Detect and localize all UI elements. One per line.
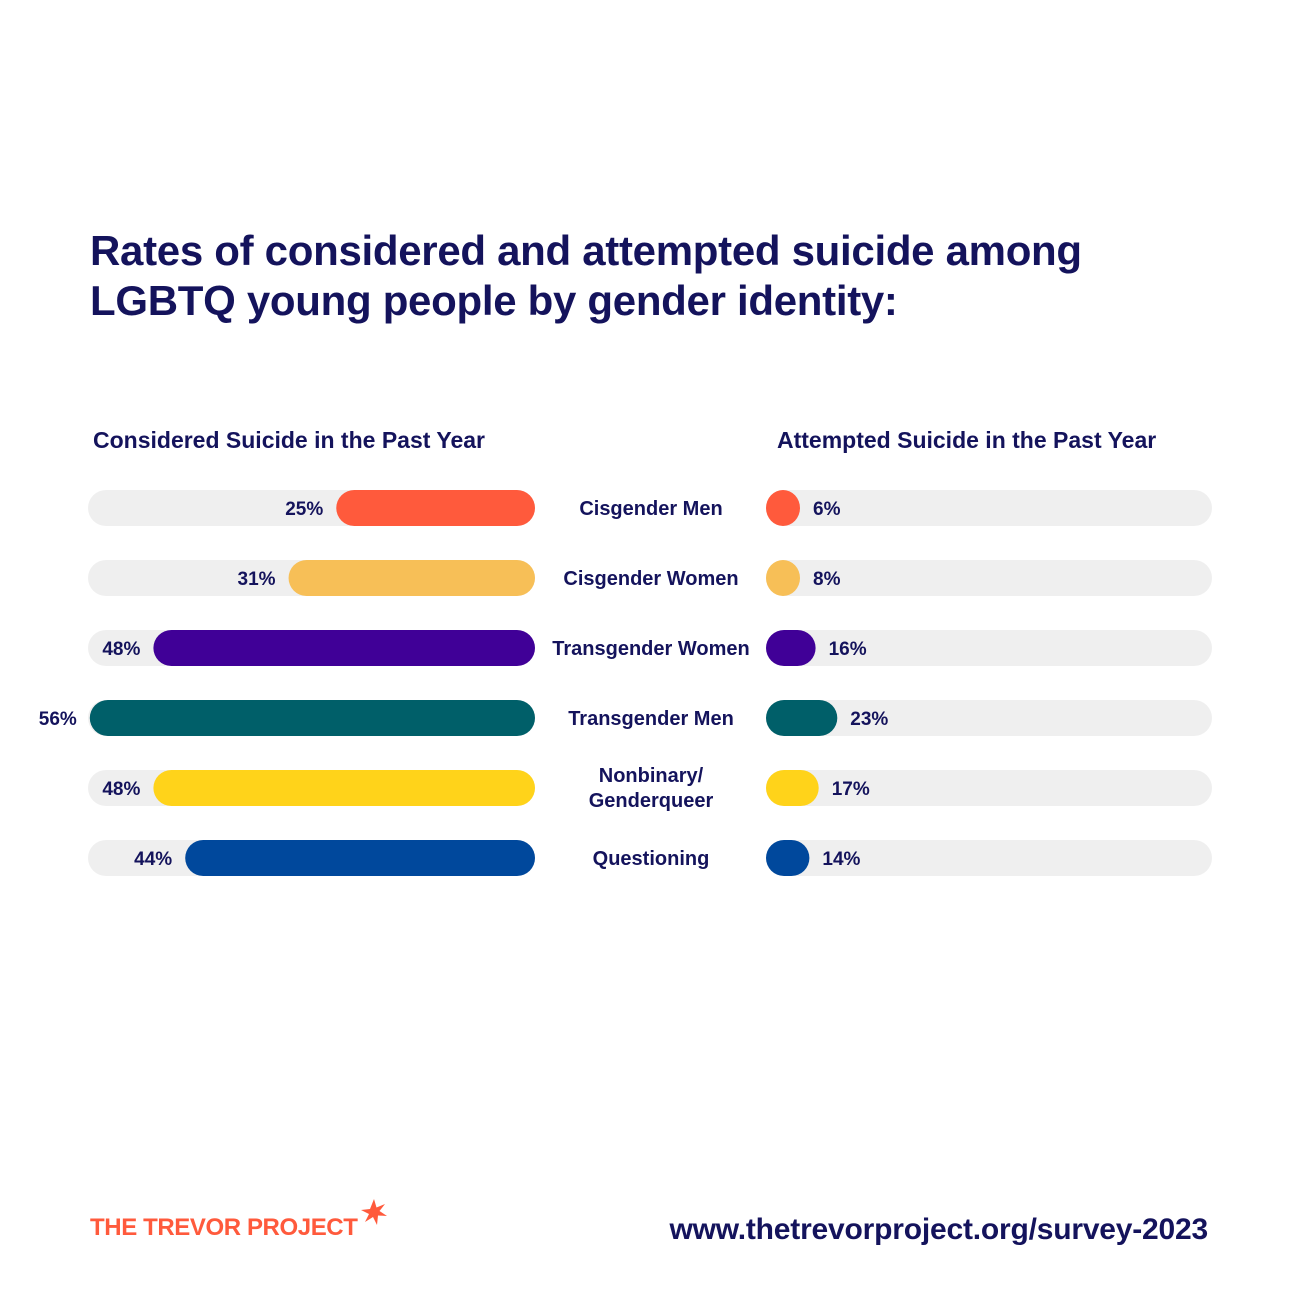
category-label: Cisgender Women	[563, 568, 738, 590]
considered-value-label: 56%	[39, 709, 77, 730]
category-label: Cisgender Men	[579, 498, 722, 520]
considered-value-label: 25%	[285, 499, 323, 520]
considered-bar	[336, 490, 535, 526]
category-label-line: Genderqueer	[589, 790, 714, 812]
attempted-bar	[766, 630, 816, 666]
considered-series-heading: Considered Suicide in the Past Year	[93, 427, 485, 453]
attempted-bar	[766, 490, 800, 526]
category-label: Questioning	[593, 848, 710, 870]
considered-bar	[185, 840, 535, 876]
logo-wordmark: THE TREVOR PROJECT	[90, 1214, 358, 1241]
category-label-line: Cisgender Women	[563, 568, 738, 590]
category-label: Transgender Men	[568, 708, 734, 730]
chart-title-line-1: Rates of considered and attempted suicid…	[90, 227, 1082, 274]
attempted-value-label: 23%	[850, 709, 888, 730]
considered-bar	[153, 770, 535, 806]
considered-value-label: 31%	[238, 569, 276, 590]
attempted-value-label: 16%	[829, 639, 867, 660]
considered-bar	[288, 560, 535, 596]
category-label-line: Questioning	[593, 848, 710, 870]
category-label-line: Nonbinary/	[599, 765, 704, 787]
attempted-value-label: 8%	[813, 569, 841, 590]
considered-bar	[89, 700, 536, 736]
category-label-line: Cisgender Men	[579, 498, 722, 520]
attempted-track	[766, 840, 1212, 876]
considered-value-label: 44%	[134, 849, 172, 870]
attempted-track	[766, 490, 1212, 526]
considered-value-label: 48%	[102, 639, 140, 660]
category-label-line: Transgender Men	[568, 708, 734, 730]
considered-value-label: 48%	[102, 779, 140, 800]
trevor-project-logo: THE TREVOR PROJECT	[90, 1198, 395, 1248]
attempted-bar	[766, 700, 838, 736]
attempted-track	[766, 770, 1212, 806]
chart-title: Rates of considered and attempted suicid…	[90, 226, 1140, 326]
attempted-value-label: 14%	[822, 849, 860, 870]
attempted-track	[766, 630, 1212, 666]
attempted-value-label: 17%	[832, 779, 870, 800]
category-label-line: Transgender Women	[552, 638, 749, 660]
attempted-track	[766, 700, 1212, 736]
attempted-value-label: 6%	[813, 499, 841, 520]
survey-url[interactable]: www.thetrevorproject.org/survey-2023	[669, 1213, 1208, 1246]
category-label: Nonbinary/Genderqueer	[589, 765, 714, 812]
attempted-bar	[766, 840, 810, 876]
attempted-track	[766, 560, 1212, 596]
attempted-series-heading: Attempted Suicide in the Past Year	[777, 427, 1157, 453]
chart-title-line-2: LGBTQ young people by gender identity:	[90, 277, 898, 324]
considered-bar	[153, 630, 535, 666]
star-burst-icon	[361, 1199, 387, 1225]
attempted-bar	[766, 560, 800, 596]
attempted-bar	[766, 770, 819, 806]
category-label: Transgender Women	[552, 638, 749, 660]
